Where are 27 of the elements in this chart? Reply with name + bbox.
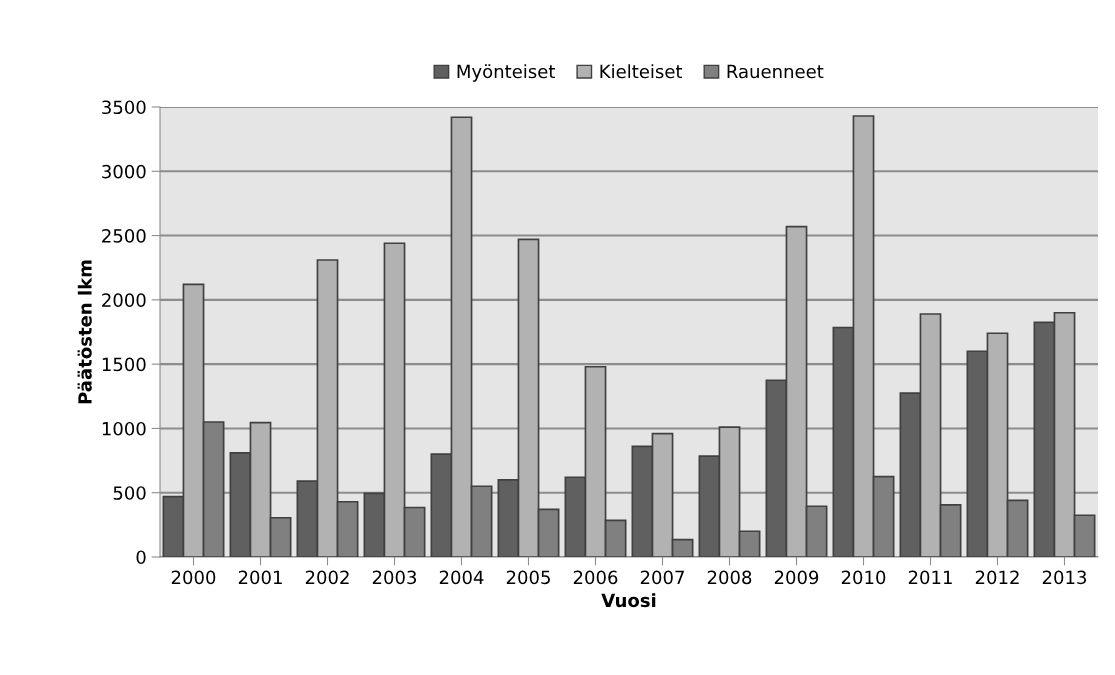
x-tick-label: 2008 — [707, 570, 752, 585]
x-tick-label: 2000 — [171, 570, 216, 585]
x-tick-label: 2002 — [305, 570, 349, 585]
legend-label: Kielteiset — [600, 64, 683, 79]
x-tick-label: 2004 — [439, 570, 484, 585]
y-tick-label: 3000 — [102, 164, 146, 179]
y-tick-label: 3500 — [102, 100, 146, 115]
x-tick-label: 2005 — [506, 570, 550, 585]
x-tick-label: 2007 — [640, 570, 684, 585]
x-tick-label: 2003 — [372, 570, 417, 585]
y-tick-label: 2000 — [102, 293, 146, 307]
x-tick-label: 2013 — [1042, 570, 1087, 585]
legend-label: Myönteiset — [457, 64, 555, 82]
y-tick-label: 2500 — [102, 229, 146, 243]
y-axis-title: Päätösten lkm — [77, 260, 92, 404]
x-axis-title: Vuosi — [601, 593, 656, 608]
y-tick-label: 0 — [136, 550, 146, 565]
x-tick-label: 2010 — [841, 570, 886, 585]
y-tick-label: 1000 — [102, 421, 146, 436]
x-tick-label: 2006 — [573, 570, 618, 585]
x-tick-label: 2011 — [908, 570, 952, 585]
x-tick-label: 2001 — [238, 570, 282, 585]
y-tick-label: 500 — [113, 486, 146, 500]
x-tick-label: 2012 — [975, 570, 1019, 585]
x-tick-label: 2009 — [774, 570, 819, 585]
legend-label: Rauenneet — [727, 64, 824, 79]
y-tick-label: 1500 — [102, 357, 146, 372]
